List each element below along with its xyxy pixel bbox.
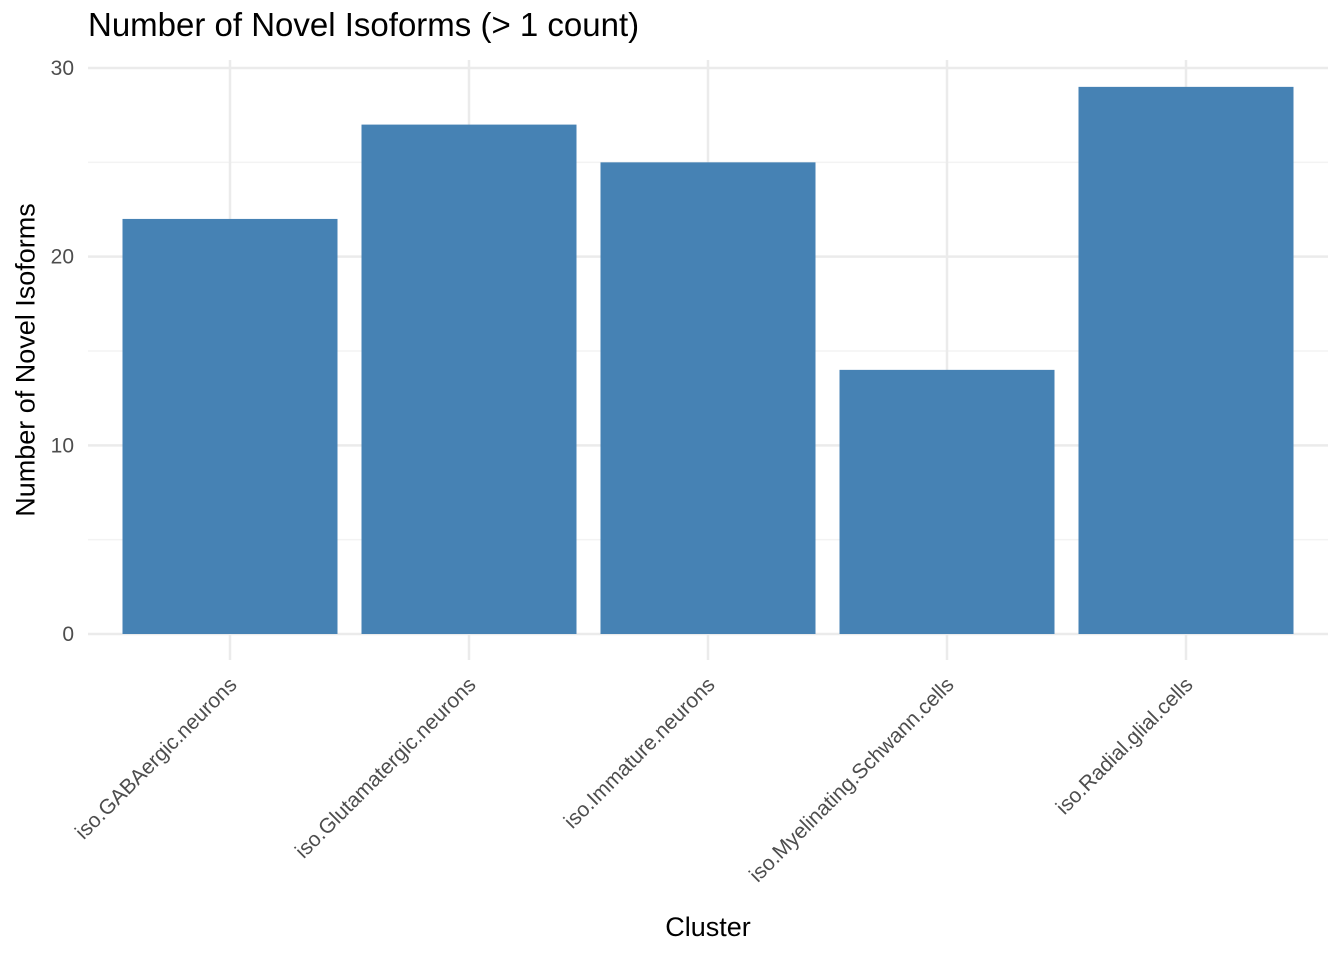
x-tick-label: iso.Myelinating.Schwann.cells <box>745 673 959 887</box>
y-tick-label: 10 <box>51 434 74 457</box>
y-tick-label: 30 <box>51 57 74 80</box>
bar <box>361 124 577 634</box>
bar <box>600 162 816 635</box>
y-tick-label: 20 <box>51 246 74 269</box>
bar <box>839 369 1055 634</box>
bar <box>122 218 338 634</box>
y-tick-labels: 0 10 20 30 <box>51 57 74 646</box>
x-tick-labels: iso.GABAergic.neurons iso.Glutamatergic.n… <box>71 673 1198 887</box>
x-tick-label: iso.Glutamatergic.neurons <box>291 673 481 863</box>
bar <box>1078 86 1294 634</box>
x-axis-label: Cluster <box>665 912 751 942</box>
x-tick-label: iso.Immature.neurons <box>560 673 720 833</box>
bars <box>122 86 1294 635</box>
y-tick-label: 0 <box>62 623 74 646</box>
x-tick-label: iso.Radial.glial.cells <box>1052 673 1198 819</box>
x-tick-label: iso.GABAergic.neurons <box>71 673 242 844</box>
chart-title: Number of Novel Isoforms (> 1 count) <box>88 6 640 43</box>
